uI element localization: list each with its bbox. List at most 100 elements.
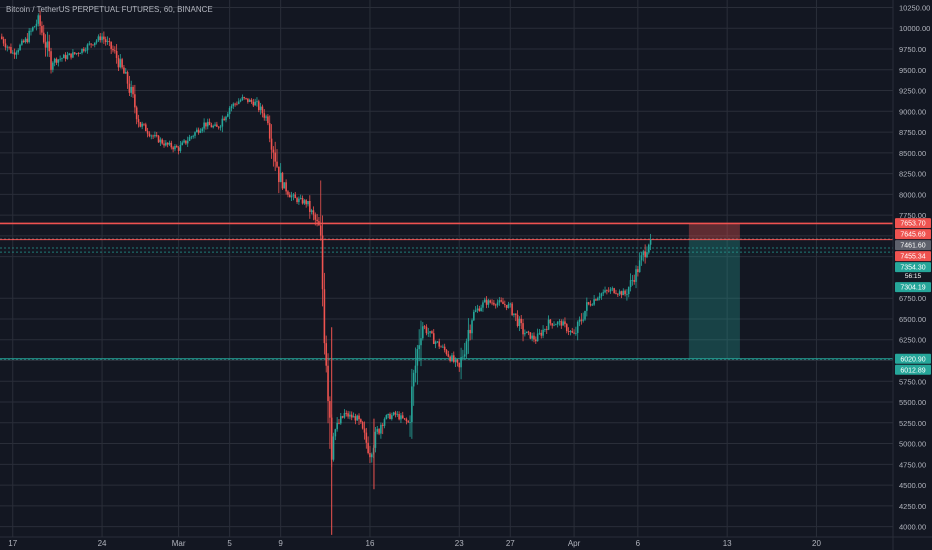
candle-body (287, 191, 289, 195)
candle-body (578, 319, 581, 322)
y-tick-label: 7750.00 (899, 211, 926, 220)
candle-body (638, 260, 641, 273)
candle-body (365, 432, 368, 443)
candle-body (188, 137, 191, 141)
price-tag-label: 7645.69 (900, 232, 925, 239)
candle-body (595, 299, 597, 301)
candle-body (538, 332, 541, 334)
candle-body (637, 269, 639, 273)
candle-body (24, 38, 27, 43)
candle-body (361, 422, 364, 429)
candle-body (250, 99, 253, 102)
candle-body (150, 135, 153, 137)
candle-body (549, 319, 552, 324)
candle-body (358, 415, 360, 420)
candle-body (560, 321, 563, 326)
candle-body (547, 319, 550, 330)
candle-body (443, 346, 446, 351)
candle-body (230, 106, 233, 109)
stop-loss-zone (688, 223, 740, 240)
candle-body (126, 72, 129, 84)
candle-body (465, 341, 468, 355)
candle-body (629, 280, 632, 288)
candle-body (553, 324, 555, 326)
candle-body (580, 319, 583, 321)
candle-body (279, 172, 282, 183)
candle-body (438, 341, 441, 347)
x-tick-label: Apr (568, 539, 581, 548)
candle-body (53, 58, 56, 63)
candle-body (576, 321, 579, 333)
candle-body (148, 133, 151, 137)
candle-body (480, 307, 482, 312)
candle-body (10, 47, 12, 54)
candle-body (185, 140, 187, 144)
candle-body (535, 339, 537, 342)
candle-body (117, 58, 120, 68)
candle-body (93, 42, 96, 46)
candle-body (620, 291, 623, 296)
price-tag-label: 6020.90 (900, 356, 925, 363)
y-tick-label: 8000.00 (899, 190, 926, 199)
candle-body (123, 67, 125, 74)
price-tag-label: 7461.60 (900, 243, 925, 250)
candle-body (398, 414, 400, 420)
candle-body (278, 166, 280, 183)
candle-body (197, 129, 200, 133)
candle-body (128, 83, 131, 93)
x-tick-label: 6 (636, 539, 641, 548)
candle-body (478, 308, 481, 312)
candle-body (471, 320, 473, 334)
x-tick-label: Mar (172, 539, 186, 548)
candle-body (92, 44, 94, 46)
candle-body (586, 302, 588, 311)
candle-body (573, 332, 575, 334)
candle-body (323, 289, 326, 344)
candle-body (152, 135, 154, 137)
candle-body (272, 149, 275, 153)
candle-body (155, 134, 158, 136)
price-tag-label: 7455.34 (900, 254, 925, 261)
y-tick-label: 8750.00 (899, 128, 926, 137)
candle-body (487, 300, 490, 305)
candle-body (52, 62, 54, 70)
candle-body (352, 416, 355, 418)
candle-body (418, 345, 420, 350)
candle-body (267, 116, 269, 124)
candle-body (341, 416, 344, 418)
candle-body (8, 46, 10, 48)
candle-body (354, 416, 357, 421)
candle-body (425, 326, 428, 334)
candle-body (587, 302, 590, 305)
candle-body (451, 355, 453, 362)
candle-body (174, 145, 176, 150)
candle-body (644, 251, 646, 258)
candle-body (139, 122, 142, 127)
candle-body (37, 15, 40, 24)
candle-body (305, 200, 307, 205)
candle-body (62, 54, 65, 59)
candle-body (596, 298, 599, 301)
candle-body (84, 50, 87, 52)
candle-body (626, 294, 628, 295)
candle-body (589, 304, 592, 306)
candle-body (35, 23, 38, 27)
candle-body (447, 354, 450, 357)
candle-body (276, 161, 278, 167)
candle-body (290, 195, 293, 198)
candle-body (299, 197, 302, 199)
candle-body (154, 134, 156, 137)
candle-body (41, 25, 43, 33)
candle-body (429, 331, 431, 333)
y-tick-label: 5750.00 (899, 377, 926, 386)
candle-body (338, 422, 340, 424)
candle-body (558, 321, 561, 323)
candle-body (146, 131, 149, 134)
candle-body (312, 210, 315, 215)
y-tick-label: 6500.00 (899, 315, 926, 324)
candle-body (97, 36, 100, 41)
candle-body (281, 172, 284, 189)
candle-body (329, 401, 331, 418)
candle-body (422, 326, 424, 339)
